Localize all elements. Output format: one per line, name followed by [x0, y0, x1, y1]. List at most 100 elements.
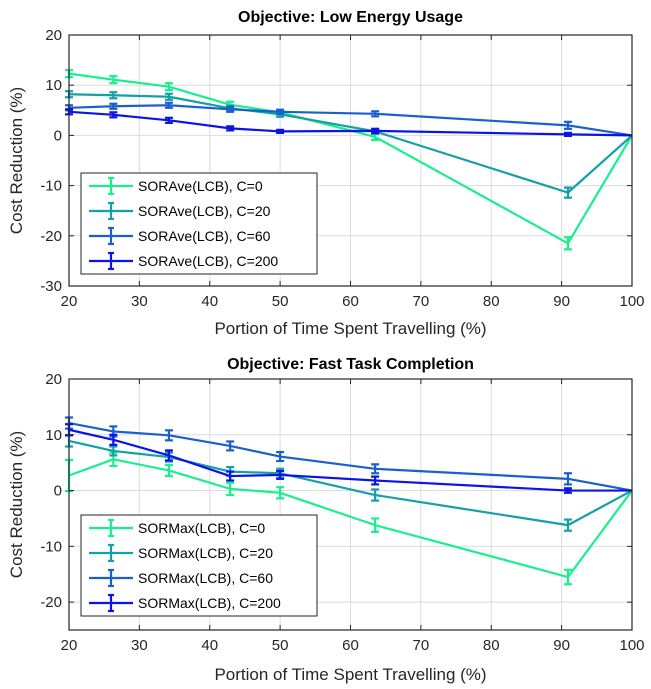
legend-entry: SORAve(LCB), C=200	[89, 251, 278, 271]
y-tick-label: 0	[54, 483, 62, 500]
y-tick-label: -10	[40, 538, 62, 555]
error-bar	[563, 131, 572, 138]
series-line	[68, 110, 633, 137]
error-bar	[109, 433, 118, 446]
error-bar	[563, 487, 572, 494]
x-tick-label: 40	[201, 637, 218, 654]
error-bar	[226, 440, 235, 452]
x-tick-label: 20	[61, 293, 78, 310]
x-tick-label: 50	[272, 637, 289, 654]
error-bar	[109, 445, 118, 457]
x-tick-label: 100	[619, 637, 644, 654]
error-bar	[226, 125, 235, 132]
x-tick-label: 20	[61, 637, 78, 654]
x-tick-label: 80	[483, 637, 500, 654]
y-tick-label: 0	[54, 127, 62, 144]
error-bar	[226, 470, 235, 482]
legend-entry: SORMax(LCB), C=200	[89, 593, 281, 613]
legend-label: SORMax(LCB), C=60	[138, 570, 273, 586]
legend-entry: SORMax(LCB), C=0	[89, 518, 265, 538]
error-bar	[563, 518, 572, 532]
legend-label: SORMax(LCB), C=0	[138, 520, 265, 536]
chart-2: 20 30 40 50 60 70 80 90 100 -20 -10 0 10 20 Objective:…	[7, 356, 645, 684]
error-bar	[164, 101, 173, 109]
x-tick-label: 40	[201, 293, 218, 310]
y-axis-label: Cost Reduction (%)	[7, 87, 26, 234]
error-bar	[371, 127, 380, 134]
series-line	[68, 428, 632, 492]
error-bar	[164, 463, 173, 478]
y-tick-label: 10	[45, 427, 62, 444]
y-tick-label: 20	[45, 371, 62, 388]
error-bar	[164, 449, 173, 462]
legend-label: SORAve(LCB), C=20	[138, 203, 271, 219]
legend-label: SORAve(LCB), C=60	[138, 228, 271, 244]
error-bar	[226, 105, 235, 113]
error-bar	[109, 102, 118, 110]
error-bar	[371, 475, 380, 486]
series-line	[68, 72, 633, 245]
error-bar	[371, 110, 380, 118]
legend-entry: SORMax(LCB), C=60	[89, 568, 273, 588]
error-bar	[276, 450, 285, 463]
series-3	[65, 101, 633, 137]
error-bar	[164, 82, 173, 92]
series-line	[68, 439, 633, 527]
x-tick-label: 100	[619, 293, 644, 310]
error-bar	[164, 116, 173, 124]
error-bar	[109, 75, 118, 85]
x-axis-label: Portion of Time Spent Travelling (%)	[214, 319, 486, 338]
chart-title: Objective: Low Energy Usage	[238, 9, 463, 26]
error-bar	[109, 111, 118, 119]
legend-label: SORAve(LCB), C=200	[138, 253, 278, 269]
legend: SORMax(LCB), C=0 SORMax(LCB), C=20 SORMax(…	[80, 514, 318, 617]
chart-title: Objective: Fast Task Completion	[227, 356, 474, 373]
error-bar	[276, 128, 285, 134]
x-tick-label: 70	[413, 637, 430, 654]
error-bar	[109, 91, 118, 100]
x-axis-label: Portion of Time Spent Travelling (%)	[214, 665, 486, 684]
error-bar	[371, 463, 380, 475]
x-tick-label: 50	[272, 293, 289, 310]
y-tick-label: -10	[40, 178, 62, 195]
error-bar	[371, 488, 380, 502]
series-4	[65, 423, 632, 494]
y-tick-label: -20	[40, 594, 62, 611]
error-bar	[164, 92, 173, 101]
x-tick-label: 80	[483, 293, 500, 310]
x-tick-label: 60	[342, 293, 359, 310]
error-bar	[563, 568, 572, 586]
error-bar	[226, 481, 235, 497]
legend-box	[80, 514, 318, 617]
x-tick-label: 30	[131, 637, 148, 654]
legend-entry: SORAve(LCB), C=20	[89, 201, 271, 221]
error-bar	[276, 469, 285, 480]
series-line	[68, 421, 633, 492]
legend-entry: SORAve(LCB), C=60	[89, 226, 271, 246]
x-tick-label: 60	[342, 637, 359, 654]
legend-entry: SORAve(LCB), C=0	[89, 176, 263, 196]
legend-entry: SORMax(LCB), C=20	[89, 543, 273, 563]
error-bar	[164, 429, 173, 442]
legend-label: SORAve(LCB), C=0	[138, 178, 263, 194]
error-bar	[276, 108, 285, 115]
error-bar	[563, 186, 572, 199]
legend-label: SORMax(LCB), C=20	[138, 545, 273, 561]
y-tick-label: -20	[40, 228, 62, 245]
chart-1: 20 30 40 50 60 70 80 90 100 -30 -20 -10 0 10 20 Objecti…	[7, 9, 645, 338]
y-tick-label: 20	[45, 27, 62, 44]
error-bar	[276, 486, 285, 500]
x-tick-label: 70	[413, 293, 430, 310]
x-tick-label: 30	[131, 293, 148, 310]
legend: SORAve(LCB), C=0 SORAve(LCB), C=20 SORAve(…	[80, 172, 318, 275]
error-bar	[563, 120, 572, 130]
error-bar	[563, 236, 572, 251]
series-line	[68, 458, 633, 579]
y-tick-label: -30	[40, 278, 62, 295]
series-line	[68, 104, 633, 137]
x-tick-label: 90	[553, 637, 570, 654]
error-bar	[371, 517, 380, 533]
y-tick-label: 10	[45, 77, 62, 94]
y-axis-label: Cost Reduction (%)	[7, 431, 26, 578]
